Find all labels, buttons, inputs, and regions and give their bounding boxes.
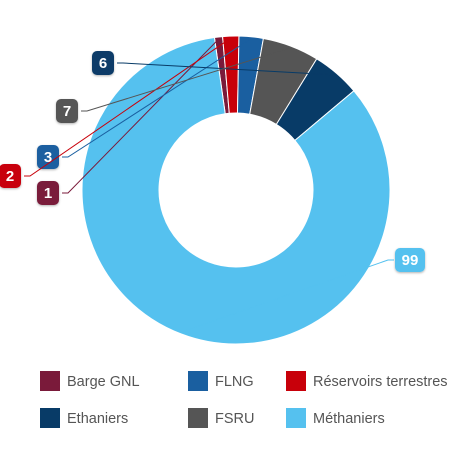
legend-swatch-ethaniers — [40, 408, 60, 428]
badge-barge-gnl — [37, 181, 59, 205]
badge-flng — [37, 145, 59, 169]
data-label-methaniers: 99 — [402, 252, 419, 269]
data-labels: 1 3 2 6 7 99 — [0, 37, 425, 333]
badge-ethaniers — [92, 51, 114, 75]
connector-fsru — [81, 47, 291, 112]
legend-item-barge-gnl[interactable]: Barge GNL — [40, 371, 140, 391]
legend-item-reservoirs-terrestres[interactable]: Réservoirs terrestres — [286, 371, 448, 391]
legend-item-fsru[interactable]: FSRU — [188, 408, 254, 428]
badge-methaniers — [395, 248, 425, 272]
legend-swatch-barge-gnl — [40, 371, 60, 391]
data-label-fsru: 7 — [63, 103, 71, 120]
legend-item-methaniers[interactable]: Méthaniers — [286, 408, 385, 428]
data-label-barge-gnl: 1 — [44, 185, 52, 202]
connector-ethaniers — [117, 62, 336, 76]
legend: Barge GNL FLNG Réservoirs terrestres Ethani… — [40, 371, 448, 428]
data-label-ethaniers: 6 — [99, 55, 107, 72]
legend-label-methaniers: Méthaniers — [313, 411, 385, 427]
legend-item-ethaniers[interactable]: Ethaniers — [40, 408, 128, 428]
connector-flng — [62, 38, 252, 158]
connector-reservoirs-terrestres — [24, 37, 232, 177]
legend-label-fsru: FSRU — [215, 411, 254, 427]
connector-methaniers — [181, 259, 394, 333]
legend-swatch-fsru — [188, 408, 208, 428]
legend-label-reservoirs-terrestres: Réservoirs terrestres — [313, 374, 448, 390]
legend-label-barge-gnl: Barge GNL — [67, 374, 140, 390]
legend-label-ethaniers: Ethaniers — [67, 411, 128, 427]
connector-barge-gnl — [62, 38, 220, 194]
legend-swatch-reservoirs-terrestres — [286, 371, 306, 391]
badge-fsru — [56, 99, 78, 123]
slice-methaniers[interactable] — [81, 36, 391, 345]
legend-swatch-flng — [188, 371, 208, 391]
legend-item-flng[interactable]: FLNG — [188, 371, 254, 391]
badge-reservoirs-terrestres — [0, 164, 21, 188]
legend-swatch-methaniers — [286, 408, 306, 428]
data-label-reservoirs-terrestres: 2 — [6, 168, 14, 185]
donut-slices — [81, 35, 391, 345]
data-label-flng: 3 — [44, 149, 52, 166]
legend-label-flng: FLNG — [215, 374, 254, 390]
